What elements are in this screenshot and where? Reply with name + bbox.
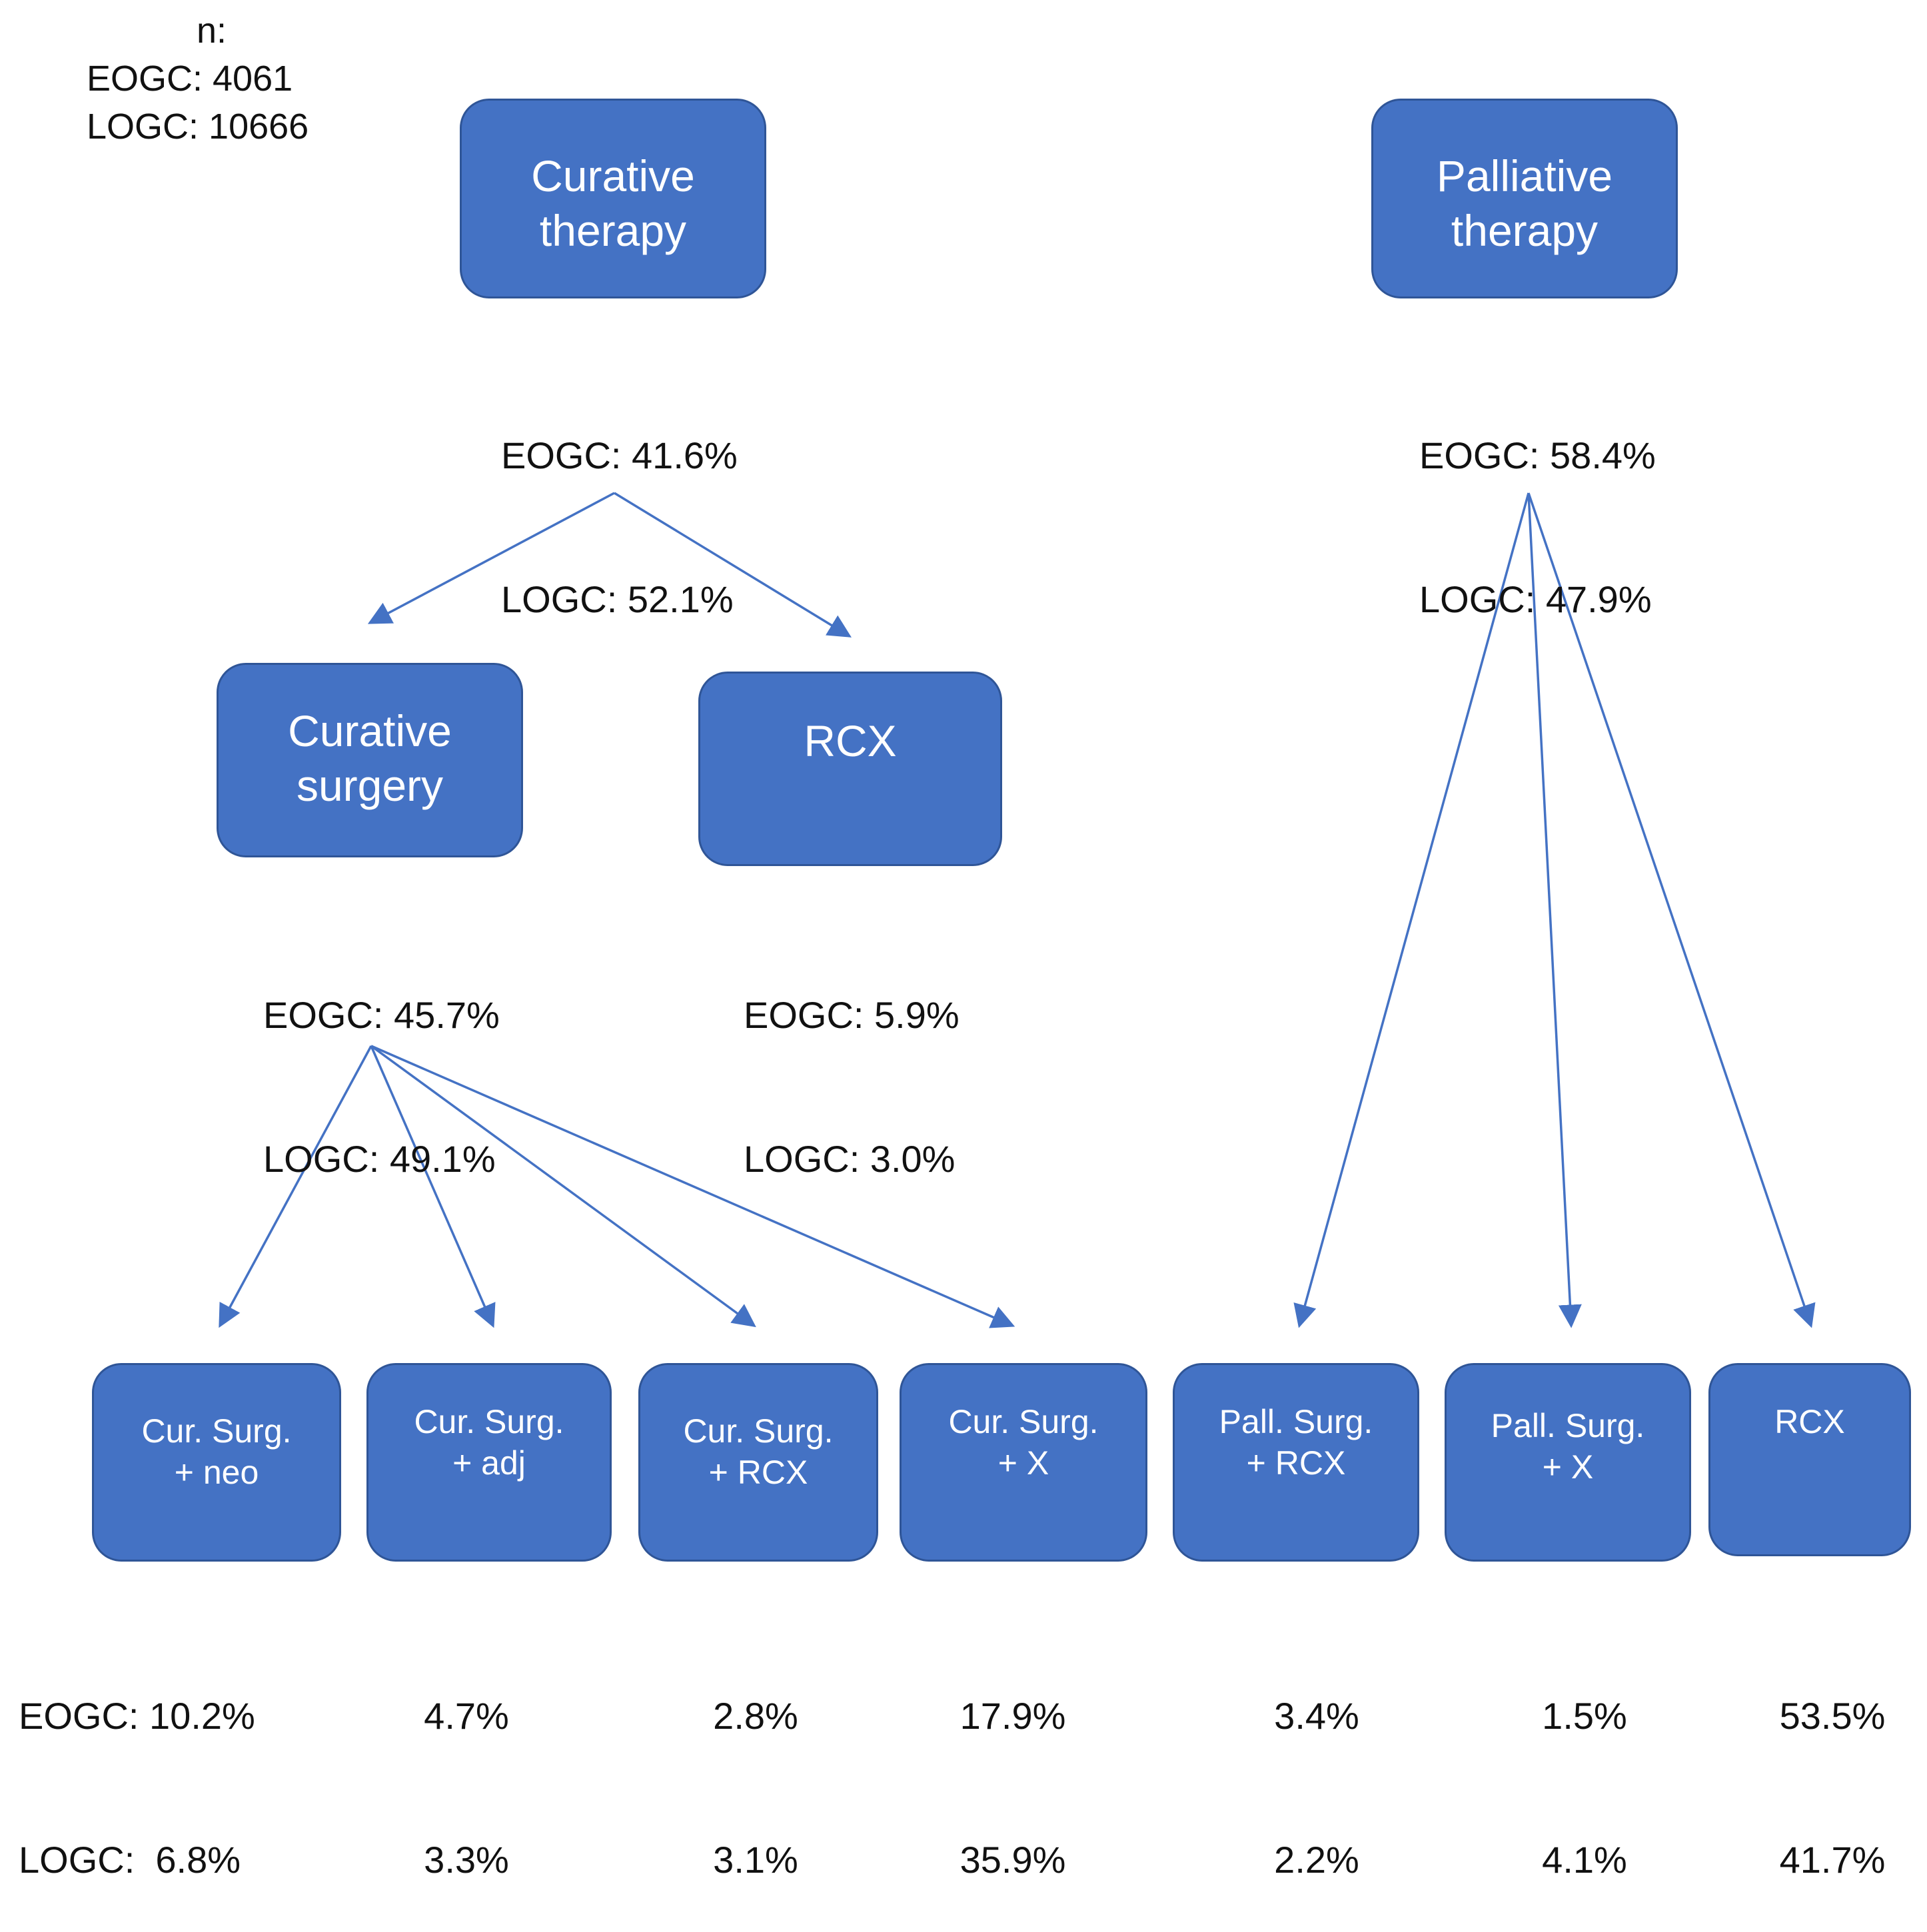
leaf-box-pall-surg-x: Pall. Surg. + X: [1445, 1363, 1691, 1562]
leaf-label-pall-surg-x-1: Pall. Surg.: [1491, 1407, 1645, 1444]
rcx-curative-eogc: EOGC: 5.9%: [744, 994, 960, 1036]
arrow-surgery-to-x: [370, 1045, 1015, 1328]
leaf-stats-cur-surg-x: 17.9% 35.9%: [946, 1596, 1079, 1932]
leaf-box-cur-surg-adj: Cur. Surg. + adj: [366, 1363, 612, 1562]
leaf-stat-cur-surg-adj-eogc: 4.7%: [424, 1695, 509, 1737]
sample-size-label: n:: [197, 11, 227, 51]
leaf-label-cur-surg-adj-1: Cur. Surg.: [414, 1403, 564, 1440]
leaf-label-cur-surg-neo-1: Cur. Surg.: [141, 1412, 292, 1450]
leaf-stats-pall-surg-rcx: 3.4% 2.2%: [1250, 1596, 1383, 1932]
leaf-label-cur-surg-x-2: + X: [997, 1444, 1049, 1482]
curative-therapy-eogc: EOGC: 41.6%: [501, 434, 738, 476]
leaf-label-pall-surg-x-2: + X: [1542, 1448, 1594, 1486]
leaf-box-cur-surg-x: Cur. Surg. + X: [900, 1363, 1147, 1562]
arrow-palliative-to-pall-surg-rcx: [1293, 492, 1530, 1328]
rcx-curative-box: RCX: [698, 672, 1002, 866]
curative-therapy-label-1: Curative: [531, 151, 695, 201]
sample-size-logc: LOGC: 10666: [87, 107, 309, 147]
arrow-palliative-to-pall-surg-x: [1527, 492, 1582, 1328]
curative-therapy-box: Curative therapy: [460, 99, 766, 298]
palliative-therapy-logc: LOGC: 47.9%: [1419, 578, 1652, 620]
leaf-stat-cur-surg-rcx-logc: 3.1%: [713, 1839, 798, 1881]
leaf-box-pall-surg-rcx: Pall. Surg. + RCX: [1173, 1363, 1419, 1562]
leaf-stat-cur-surg-adj-logc: 3.3%: [424, 1839, 509, 1881]
connector-arrows: [219, 492, 1816, 1328]
arrow-surgery-to-neo: [219, 1045, 372, 1328]
curative-surgery-logc: LOGC: 49.1%: [263, 1138, 496, 1180]
leaf-label-pall-surg-rcx-1: Pall. Surg.: [1219, 1403, 1373, 1440]
arrow-surgery-to-rcx: [370, 1045, 756, 1328]
curative-surgery-eogc: EOGC: 45.7%: [263, 994, 500, 1036]
palliative-therapy-label-1: Palliative: [1436, 151, 1613, 201]
leaf-stat-pall-surg-rcx-logc: 2.2%: [1274, 1839, 1359, 1881]
leaf-stat-pall-surg-rcx-eogc: 3.4%: [1274, 1695, 1359, 1737]
leaf-box-cur-surg-neo: Cur. Surg. + neo: [92, 1363, 341, 1562]
sample-size-eogc: EOGC: 4061: [87, 59, 293, 99]
rcx-curative-label: RCX: [804, 716, 897, 765]
arrow-curative-to-surgery: [367, 492, 615, 624]
leaf-box-cur-surg-rcx: Cur. Surg. + RCX: [638, 1363, 878, 1562]
sample-size-legend: n: EOGC: 4061 LOGC: 10666: [87, 7, 309, 151]
leaf-stat-pall-surg-x-eogc: 1.5%: [1542, 1695, 1627, 1737]
leaf-stats-cur-surg-neo: EOGC: 10.2% LOGC: 6.8%: [19, 1596, 255, 1932]
leaf-label-cur-surg-x-1: Cur. Surg.: [948, 1403, 1099, 1440]
leaf-label-pall-surg-rcx-2: + RCX: [1246, 1444, 1346, 1482]
leaf-label-cur-surg-neo-2: + neo: [174, 1454, 259, 1491]
curative-therapy-stats: EOGC: 41.6% LOGC: 52.1%: [501, 336, 738, 672]
leaf-stat-cur-surg-x-logc: 35.9%: [960, 1839, 1066, 1881]
leaf-stats-pall-surg-x: 1.5% 4.1%: [1518, 1596, 1651, 1932]
palliative-therapy-eogc: EOGC: 58.4%: [1419, 434, 1656, 476]
arrow-surgery-to-adj: [370, 1045, 496, 1328]
leaf-box-rcx-palliative: RCX: [1708, 1363, 1911, 1556]
curative-surgery-stats: EOGC: 45.7% LOGC: 49.1%: [263, 895, 500, 1231]
leaf-stat-pall-surg-x-logc: 4.1%: [1542, 1839, 1627, 1881]
leaf-stat-cur-surg-neo-eogc: EOGC: 10.2%: [19, 1695, 255, 1737]
leaf-stat-cur-surg-x-eogc: 17.9%: [960, 1695, 1066, 1737]
leaf-stat-rcx-palliative-logc: 41.7%: [1779, 1839, 1886, 1881]
curative-surgery-box: Curative surgery: [217, 663, 523, 857]
rcx-curative-stats: EOGC: 5.9% LOGC: 3.0%: [744, 895, 960, 1231]
leaf-label-cur-surg-rcx-1: Cur. Surg.: [683, 1412, 834, 1450]
leaf-label-rcx-palliative: RCX: [1774, 1403, 1845, 1440]
leaf-stat-cur-surg-neo-logc: LOGC: 6.8%: [19, 1839, 241, 1881]
leaf-stat-cur-surg-rcx-eogc: 2.8%: [713, 1695, 798, 1737]
leaf-stats-cur-surg-rcx: 2.8% 3.1%: [689, 1596, 822, 1932]
arrow-palliative-to-rcx: [1527, 492, 1816, 1328]
curative-therapy-label-2: therapy: [539, 206, 687, 255]
palliative-therapy-stats: EOGC: 58.4% LOGC: 47.9%: [1419, 336, 1656, 672]
leaf-label-cur-surg-adj-2: + adj: [452, 1444, 526, 1482]
curative-surgery-label-2: surgery: [296, 761, 444, 810]
leaf-stat-rcx-palliative-eogc: 53.5%: [1779, 1695, 1886, 1737]
curative-surgery-label-1: Curative: [288, 706, 452, 755]
leaf-stats-cur-surg-adj: 4.7% 3.3%: [400, 1596, 533, 1932]
palliative-therapy-label-2: therapy: [1451, 206, 1599, 255]
arrow-curative-to-rcx: [614, 492, 852, 638]
curative-therapy-logc: LOGC: 52.1%: [501, 578, 734, 620]
leaf-stats-rcx-palliative: 53.5% 41.7%: [1766, 1596, 1899, 1932]
rcx-curative-logc: LOGC: 3.0%: [744, 1138, 956, 1180]
leaf-label-cur-surg-rcx-2: + RCX: [708, 1454, 808, 1491]
palliative-therapy-box: Palliative therapy: [1371, 99, 1678, 298]
